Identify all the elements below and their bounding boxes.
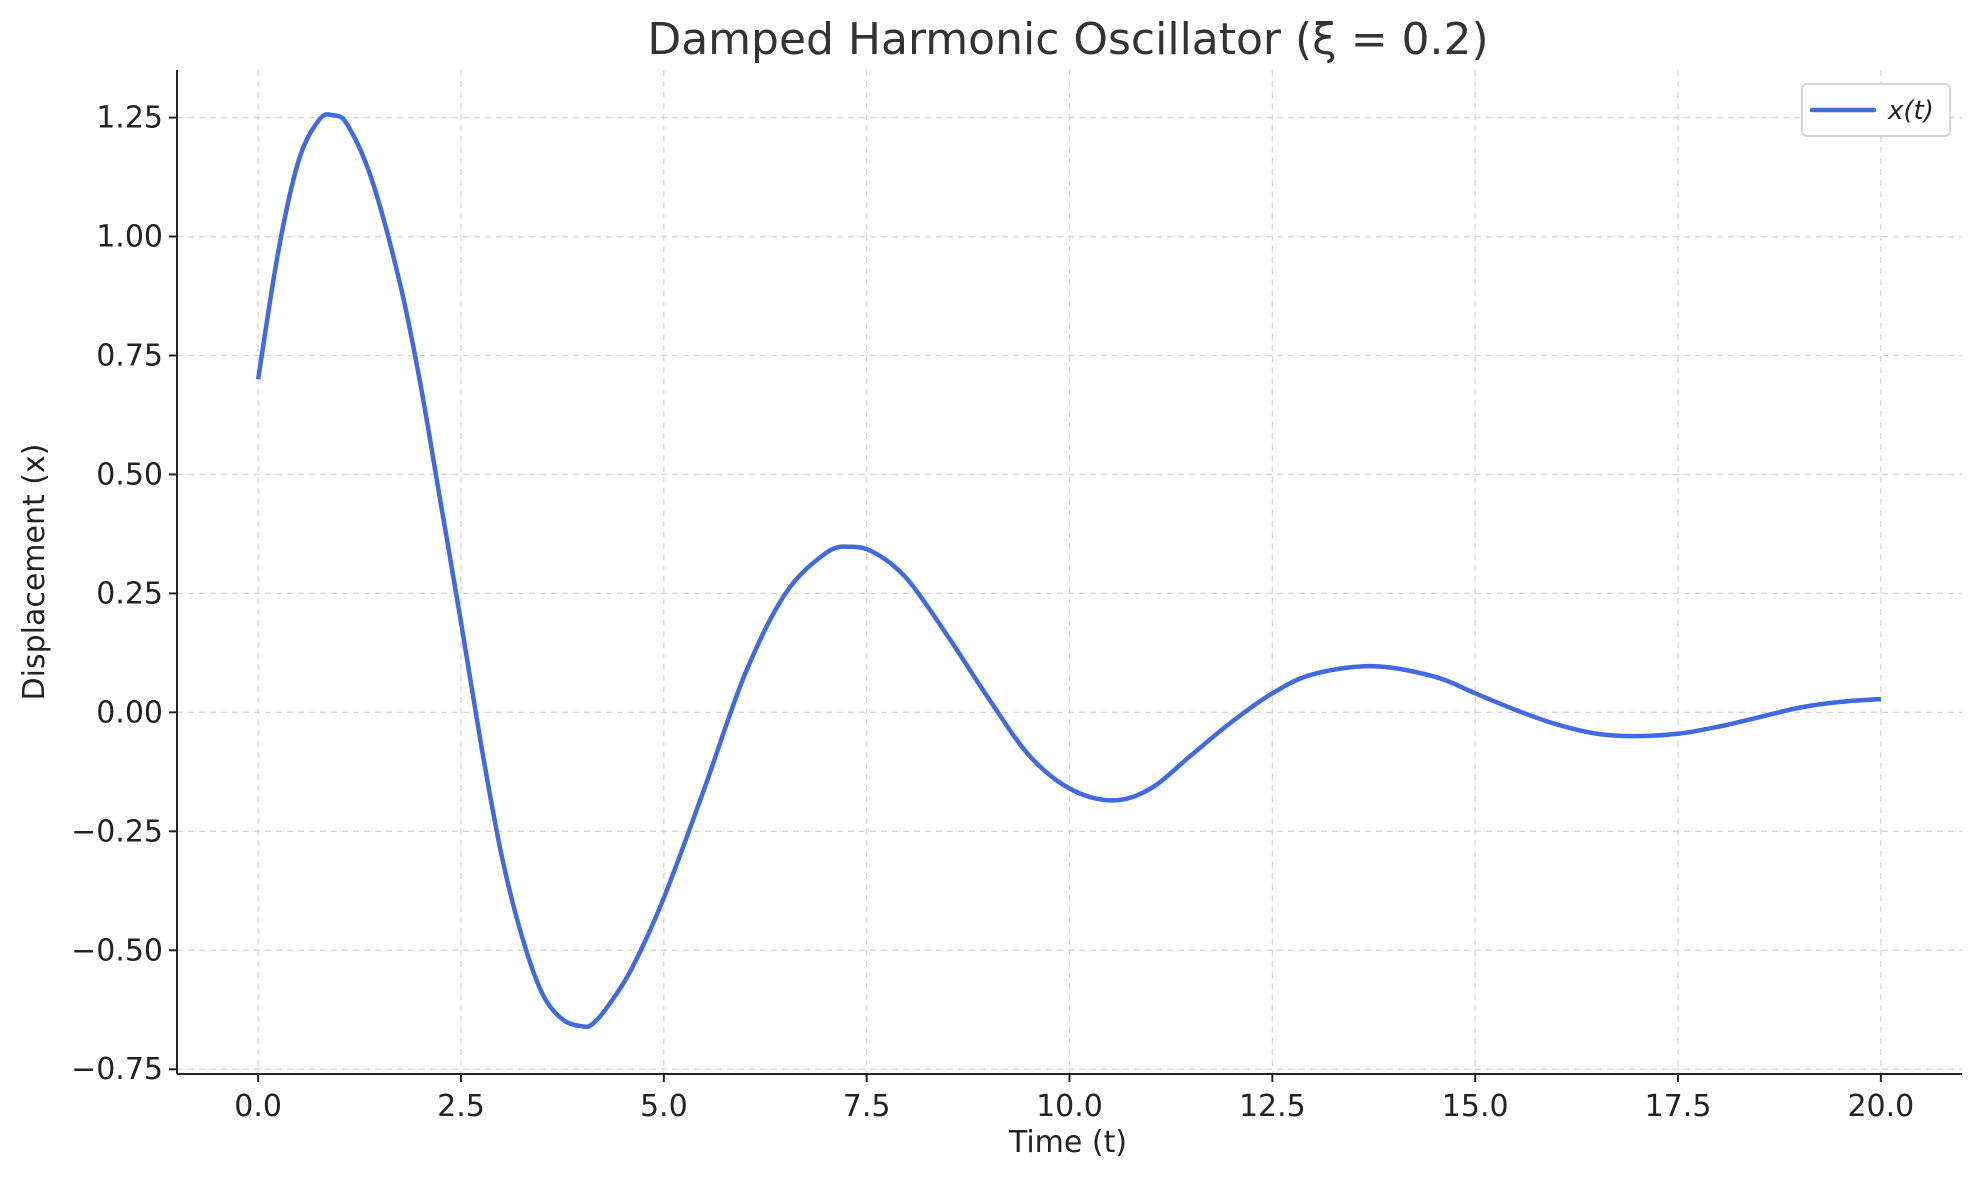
series-line-x-t xyxy=(255,112,1882,1030)
series-layer xyxy=(255,112,1882,1030)
legend-label: x(t) xyxy=(1887,96,1934,126)
chart-title: Damped Harmonic Oscillator (ξ = 0.2) xyxy=(647,14,1488,65)
x-tick-label: 12.5 xyxy=(1239,1089,1306,1124)
y-tick-label: 0.00 xyxy=(96,695,163,730)
x-tick-label: 10.0 xyxy=(1036,1089,1103,1124)
y-tick-label: 0.50 xyxy=(96,457,163,492)
x-ticks: 0.0 2.5 5.0 7.5 10.0 12.5 15.0 17.5 20.0 xyxy=(234,1074,1914,1124)
y-tick-label: 1.00 xyxy=(96,220,163,255)
x-axis-label: Time (t) xyxy=(1008,1125,1127,1160)
grid xyxy=(177,70,1962,1074)
y-axis-label: Displacement (x) xyxy=(17,444,52,701)
x-tick-label: 15.0 xyxy=(1442,1089,1509,1124)
y-tick-label: 0.25 xyxy=(96,576,163,611)
x-tick-label: 17.5 xyxy=(1645,1089,1712,1124)
y-tick-label: 0.75 xyxy=(96,338,163,373)
y-tick-label: −0.25 xyxy=(71,814,163,849)
y-tick-label: 1.25 xyxy=(96,101,163,136)
x-tick-label: 2.5 xyxy=(437,1089,485,1124)
x-tick-label: 0.0 xyxy=(234,1089,282,1124)
x-tick-label: 20.0 xyxy=(1847,1089,1914,1124)
y-tick-label: −0.50 xyxy=(71,933,163,968)
y-tick-label: −0.75 xyxy=(71,1052,163,1087)
x-tick-label: 7.5 xyxy=(843,1089,891,1124)
y-ticks: −0.75 −0.50 −0.25 0.00 0.25 0.50 0.75 1.00 1.25 xyxy=(71,101,177,1087)
x-tick-label: 5.0 xyxy=(640,1089,688,1124)
legend: x(t) xyxy=(1801,83,1951,137)
